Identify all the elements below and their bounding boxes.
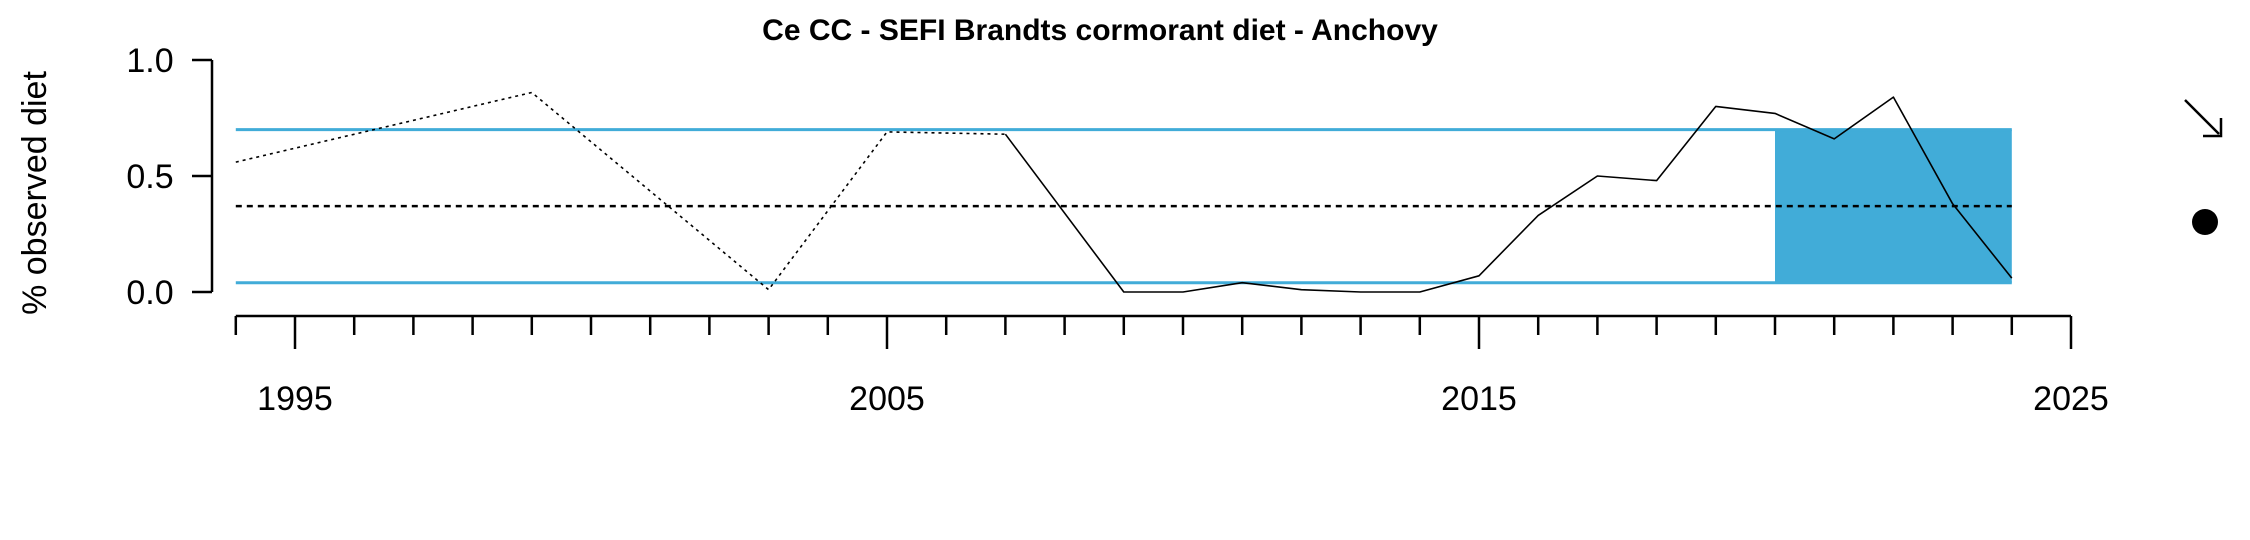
- x-tick-label: 2005: [849, 380, 925, 418]
- trend-arrow-icon: [2184, 99, 2220, 135]
- axes: 0.0 0.5 1.0 1995 2005 2015 2025: [126, 42, 2108, 418]
- y-tick-label: 1.0: [126, 42, 173, 80]
- series-line-1: [235, 91, 1006, 291]
- plot-area: [235, 91, 2013, 293]
- x-tick-label: 1995: [257, 380, 333, 418]
- y-axis-title: % observed diet: [16, 71, 54, 315]
- chart-title: Ce CC - SEFI Brandts cormorant diet - An…: [762, 14, 1438, 47]
- mean-status-dot-icon: [2192, 209, 2218, 235]
- y-tick-label: 0.5: [126, 158, 173, 196]
- indicators: [2184, 99, 2223, 235]
- x-tick-label: 2025: [2033, 380, 2109, 418]
- trend-arrow-head-icon: [2203, 118, 2223, 138]
- y-tick-label: 0.0: [126, 274, 173, 312]
- series-line-2: [1004, 96, 2013, 293]
- x-tick-label: 2015: [1441, 380, 1517, 418]
